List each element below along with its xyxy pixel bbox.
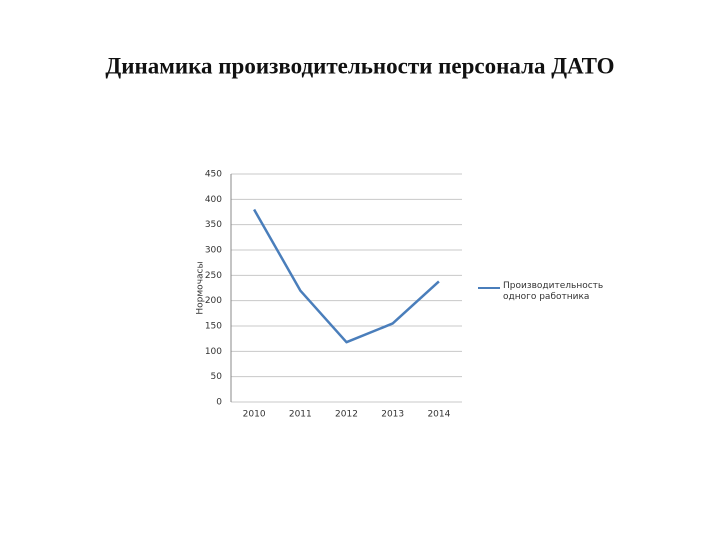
x-tick-label: 2014 xyxy=(427,410,450,420)
y-tick-label: 350 xyxy=(205,220,222,230)
x-tick-label: 2011 xyxy=(289,410,312,420)
x-tick-label: 2012 xyxy=(335,410,358,420)
y-tick-label: 0 xyxy=(216,398,222,408)
data-line xyxy=(253,208,440,344)
y-tick-label: 400 xyxy=(205,195,222,205)
x-tick-label: 2013 xyxy=(381,410,404,420)
x-tick-label: 2010 xyxy=(243,410,266,420)
y-tick-label: 450 xyxy=(205,170,222,180)
y-tick-label: 50 xyxy=(211,372,223,382)
y-tick-label: 100 xyxy=(205,347,222,357)
y-tick-label: 200 xyxy=(205,296,222,306)
y-tick-label: 250 xyxy=(205,271,222,281)
y-tick-label: 300 xyxy=(205,246,222,256)
legend-label: Производительность одного работника xyxy=(503,281,604,302)
y-tick-label: 150 xyxy=(205,322,222,332)
chart-title: Динамика производительности персонала ДА… xyxy=(105,53,614,78)
y-axis-label: Нормочасы xyxy=(196,261,206,314)
